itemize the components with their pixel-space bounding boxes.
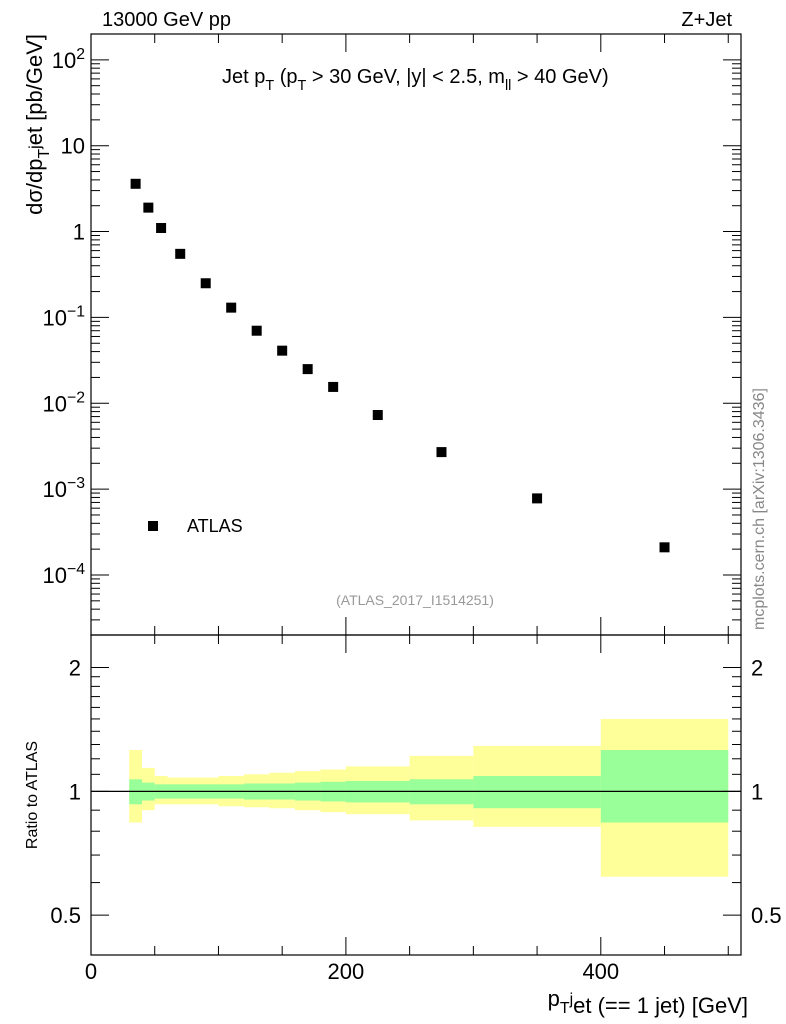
ratio-y-tick-label-right: 2 <box>751 656 763 681</box>
x-tick-label: 200 <box>328 959 365 984</box>
y-tick-label: 10−2 <box>42 389 85 416</box>
header-process-label: Z+Jet <box>681 9 732 31</box>
ratio-y-tick-label: 2 <box>69 656 81 681</box>
ratio-y-tick-label-right: 1 <box>751 779 763 804</box>
data-point <box>277 345 288 356</box>
data-point <box>328 381 339 392</box>
data-point <box>200 278 211 289</box>
data-point <box>302 364 313 375</box>
inner-band-bin <box>473 775 601 809</box>
main-panel: 10−4 10−3 10−2 10−1 1 10 102 Jet pT (pT > 30 Ge… <box>22 33 742 636</box>
data-point <box>143 202 154 213</box>
y-tick-label: 102 <box>52 46 85 73</box>
ratio-y-tick-label: 1 <box>69 779 81 804</box>
data-point <box>226 302 237 313</box>
ratio-y-axis-label: Ratio to ATLAS <box>24 741 41 849</box>
chart-title: Jet pT (pT > 30 GeV, |y| < 2.5, mll > 40… <box>222 66 609 94</box>
main-plot-frame <box>90 33 742 636</box>
data-point <box>532 493 543 504</box>
watermark-text: mcplots.cern.ch [arXiv:1306.3436] <box>751 388 768 630</box>
legend-marker <box>148 521 158 531</box>
data-point <box>372 410 383 421</box>
ratio-y-tick-label: 0.5 <box>50 903 81 928</box>
header-energy-label: 13000 GeV pp <box>102 9 231 31</box>
y-tick-label: 10−1 <box>42 303 85 330</box>
data-point <box>130 178 141 189</box>
data-point <box>436 447 447 458</box>
data-point <box>156 223 167 234</box>
ratio-y-tick-label-right: 0.5 <box>751 903 782 928</box>
data-point <box>659 542 670 553</box>
legend-label: ATLAS <box>187 516 243 536</box>
x-tick-label: 400 <box>582 959 619 984</box>
analysis-id-label: (ATLAS_2017_I1514251) <box>336 592 494 608</box>
y-tick-label: 10 <box>61 134 85 159</box>
x-axis-label: pTjet (== 1 jet) [GeV] <box>548 986 748 1018</box>
y-tick-label: 10−3 <box>42 475 85 502</box>
data-point <box>251 325 262 336</box>
data-point <box>175 248 186 259</box>
x-tick-label: 0 <box>85 959 97 984</box>
y-axis-label: dσ/dpTjet [pb/GeV] <box>22 34 53 215</box>
inner-band-bin <box>600 750 729 823</box>
ratio-panel: 0.5 0.5 1 1 2 2 0 200 400 Ratio to ATLAS pTjet (==… <box>24 634 782 1018</box>
ratio-plot-frame <box>90 634 742 956</box>
y-tick-label: 1 <box>73 220 85 245</box>
y-tick-label: 10−4 <box>42 561 85 588</box>
